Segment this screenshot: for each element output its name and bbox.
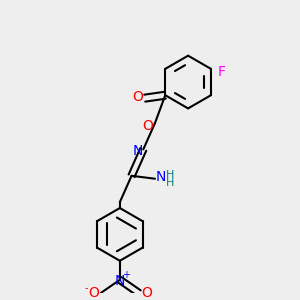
Text: +: + (122, 270, 130, 280)
Text: O: O (132, 90, 143, 104)
Text: N: N (156, 170, 166, 184)
Text: O: O (88, 286, 99, 300)
Text: F: F (217, 65, 225, 79)
Text: N: N (133, 144, 143, 158)
Text: O: O (142, 119, 153, 133)
Text: -: - (84, 283, 88, 293)
Text: H: H (166, 178, 174, 188)
Text: N: N (115, 274, 125, 288)
Text: H: H (166, 170, 174, 180)
Text: O: O (141, 286, 152, 300)
